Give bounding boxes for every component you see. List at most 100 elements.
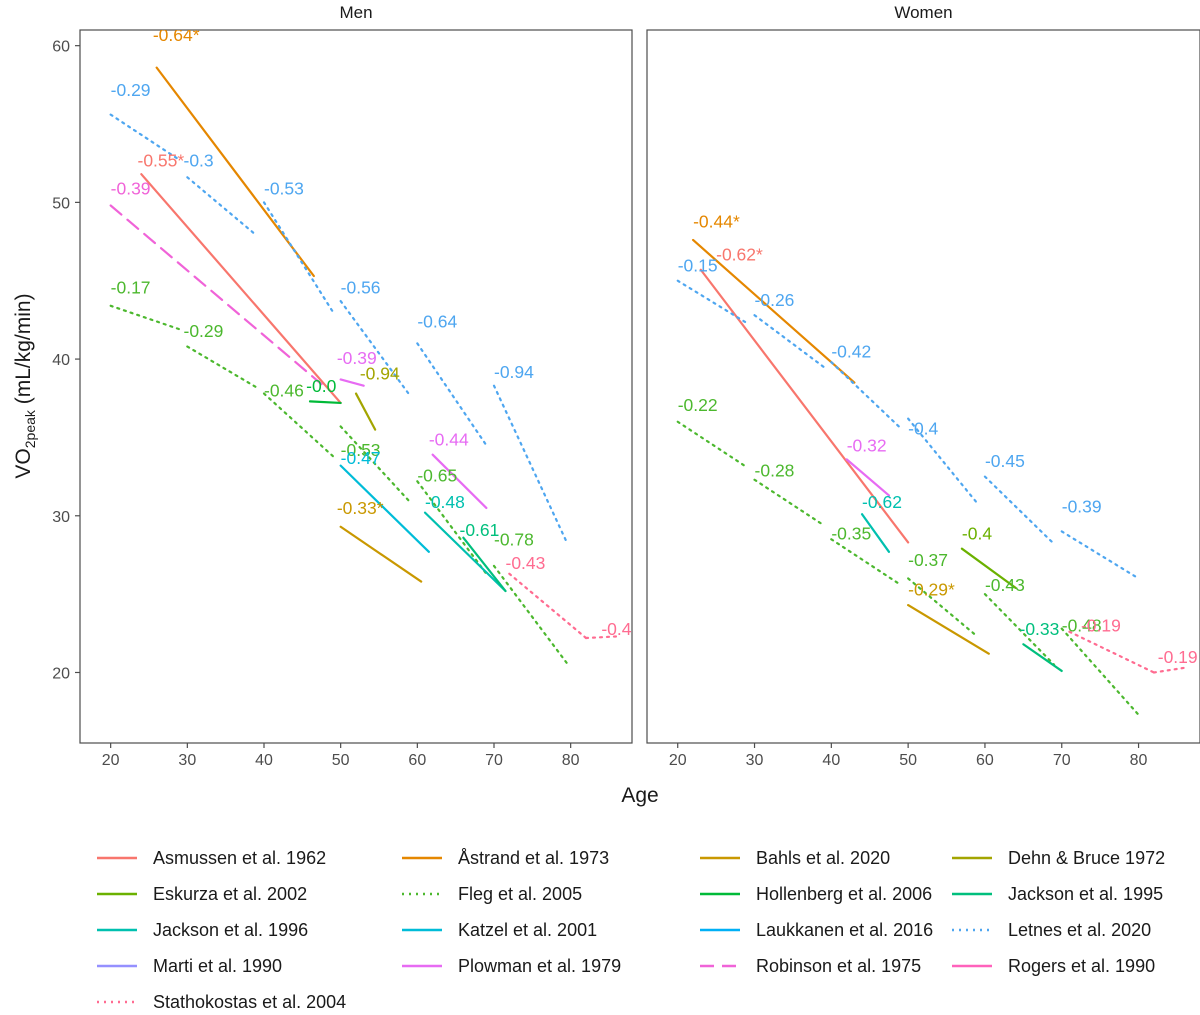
series-line — [845, 458, 891, 497]
legend-item: Stathokostas et al. 2004 — [97, 992, 346, 1012]
legend-item: Laukkanen et al. 2016 — [700, 920, 933, 940]
data-label: -0.47 — [341, 448, 381, 468]
series-line — [109, 204, 323, 386]
legend-label: Jackson et al. 1995 — [1008, 884, 1163, 904]
data-label: -0.19 — [1158, 647, 1198, 667]
legend-item: Eskurza et al. 2002 — [97, 884, 307, 904]
legend-label: Bahls et al. 2020 — [756, 848, 890, 868]
data-label: -0.46 — [264, 381, 304, 401]
series-line — [1022, 643, 1063, 673]
data-label: -0.29* — [908, 580, 955, 600]
data-label: -0.94 — [360, 363, 400, 383]
legend-item: Marti et al. 1990 — [97, 956, 282, 976]
series-line — [262, 392, 335, 458]
y-tick-label: 30 — [52, 509, 70, 526]
legend-label: Marti et al. 1990 — [153, 956, 282, 976]
series-line — [830, 538, 902, 586]
data-label: -0.0 — [306, 376, 336, 396]
series-line — [339, 525, 423, 583]
legend-item: Plowman et al. 1979 — [402, 956, 621, 976]
series-line — [753, 478, 825, 527]
data-label: -0.33* — [337, 498, 384, 518]
data-label: -0.39 — [1062, 497, 1102, 517]
x-tick-label: 20 — [102, 752, 120, 769]
series-line — [699, 268, 910, 544]
y-tick-label: 20 — [52, 665, 70, 682]
series-line — [983, 475, 1056, 546]
series-line — [1068, 630, 1156, 674]
series-line — [492, 384, 568, 544]
series-line — [1060, 627, 1140, 716]
data-label: -0.43 — [985, 575, 1025, 595]
data-label: -0.22 — [678, 395, 718, 415]
series-line — [691, 238, 856, 384]
x-tick-label: 40 — [255, 752, 273, 769]
x-tick-label: 80 — [1130, 752, 1148, 769]
data-label: -0.62 — [862, 492, 902, 512]
data-label: -0.48 — [425, 492, 465, 512]
legend-item: Letnes et al. 2020 — [952, 920, 1151, 940]
x-tick-label: 20 — [669, 752, 687, 769]
data-label: -0.64* — [153, 25, 200, 45]
data-label: -0.17 — [111, 277, 151, 297]
legend-label: Stathokostas et al. 2004 — [153, 992, 346, 1012]
x-tick-label: 30 — [178, 752, 196, 769]
data-label: -0.4 — [962, 523, 992, 543]
series-line — [339, 464, 430, 553]
x-tick-label: 30 — [746, 752, 764, 769]
legend-label: Asmussen et al. 1962 — [153, 848, 326, 868]
data-label: -0.29 — [184, 321, 224, 341]
legend-item: Jackson et al. 1996 — [97, 920, 308, 940]
data-label: -0.35 — [831, 523, 871, 543]
legend-item: Dehn & Bruce 1972 — [952, 848, 1165, 868]
x-tick-label: 70 — [1053, 752, 1071, 769]
data-label: -0.55* — [138, 150, 185, 170]
series-line — [676, 279, 748, 325]
legend-label: Letnes et al. 2020 — [1008, 920, 1151, 940]
data-label: -0.28 — [755, 461, 795, 481]
facet-title: Women — [894, 3, 952, 22]
series-line — [262, 201, 335, 314]
y-tick-label: 40 — [52, 352, 70, 369]
series-line — [860, 513, 891, 553]
series-line — [423, 511, 507, 593]
facet-women: Women 20 30 40 50 60 70 80 -0.44* -0.62*-0.15 -0.2… — [646, 3, 1200, 769]
panel-border — [79, 29, 633, 744]
x-tick-label: 50 — [332, 752, 350, 769]
series-line — [416, 342, 488, 447]
series-line — [508, 572, 588, 640]
data-label: -0.65 — [417, 465, 457, 485]
data-label: -0.64 — [417, 312, 457, 332]
series-line — [907, 604, 990, 655]
legend-item: Åstrand et al. 1973 — [402, 848, 609, 868]
legend-label: Jackson et al. 1996 — [153, 920, 308, 940]
data-label: -0.32 — [847, 436, 887, 456]
data-label: -0.53 — [341, 440, 381, 460]
legend-item: Asmussen et al. 1962 — [97, 848, 326, 868]
legend-item: Robinson et al. 1975 — [700, 956, 921, 976]
data-label: -0.62* — [716, 244, 763, 264]
data-label: -0.78 — [494, 530, 534, 550]
data-label: -0.94 — [494, 362, 534, 382]
series-line — [960, 547, 1017, 589]
panel-content: -0.44* -0.62*-0.15 -0.26 -0.42 -0.4 -0.45 -0.3… — [676, 211, 1198, 716]
series-line — [339, 425, 411, 503]
series-line — [186, 345, 258, 389]
data-label: -0.53 — [264, 179, 304, 199]
data-label: -0.43 — [506, 553, 546, 573]
series-line — [354, 392, 377, 431]
data-label: -0.39 — [337, 348, 377, 368]
series-line — [155, 66, 315, 278]
data-label: -0.37 — [908, 550, 948, 570]
data-label: -0.19 — [1081, 616, 1121, 636]
panel-border — [646, 29, 1200, 744]
series-line — [907, 417, 979, 505]
data-label: -0.44 — [429, 429, 469, 449]
legend-label: Rogers et al. 1990 — [1008, 956, 1155, 976]
legend-item: Bahls et al. 2020 — [700, 848, 890, 868]
data-label: -0.42 — [831, 342, 871, 362]
legend-item: Jackson et al. 1995 — [952, 884, 1163, 904]
x-tick-label: 40 — [822, 752, 840, 769]
